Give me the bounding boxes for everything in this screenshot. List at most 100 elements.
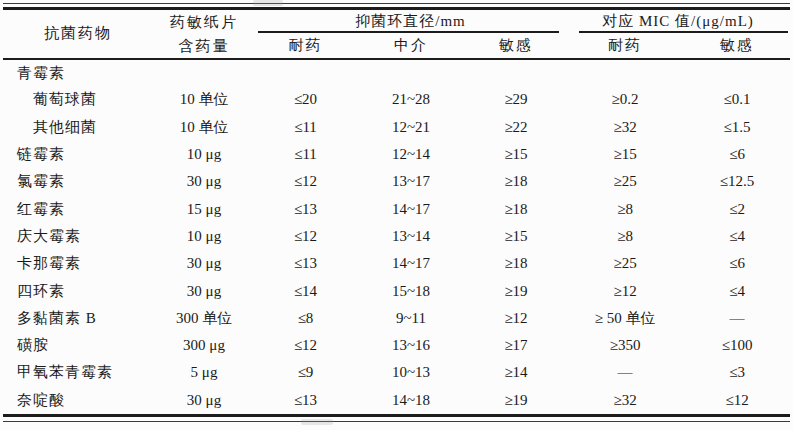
mic-resistant-cell: ≥ 50 单位 [566,305,684,332]
mic-sensitive-cell: ≤0.1 [684,86,790,113]
drug-name-cell: 磺胺 [3,332,153,359]
header-zone-sensitive: 敏感 [466,33,566,59]
header-mic-group: 对应 MIC 值/(μg/mL) [566,10,790,33]
drug-name-cell: 奈啶酸 [3,387,153,414]
disc-content-cell: 300 单位 [153,305,255,332]
zone-resistant-cell: ≤13 [255,250,356,277]
mic-sensitive-cell: ≤1.5 [684,114,790,141]
zone-intermediate-cell [356,59,466,86]
zone-intermediate-cell: 10~13 [356,359,466,386]
mic-sensitive-cell: ≤12.5 [684,168,790,195]
zone-intermediate-cell: 12~21 [356,114,466,141]
header-mic-sensitive: 敏感 [684,33,790,59]
zone-resistant-cell: ≤20 [255,86,356,113]
drug-name-cell: 庆大霉素 [3,223,153,250]
header-zone-resistant: 耐药 [255,33,356,59]
zone-intermediate-cell: 9~11 [356,305,466,332]
disc-content-cell: 30 μg [153,387,255,414]
header-zone-group: 抑菌环直径/mm [255,10,566,33]
zone-intermediate-cell: 14~18 [356,387,466,414]
table-row: 卡那霉素 30 μg ≤13 14~17 ≥18 ≥25 ≤6 [3,250,790,277]
zone-intermediate-cell: 21~28 [356,86,466,113]
mic-sensitive-cell: ≤6 [684,141,790,168]
disc-content-cell: 10 单位 [153,114,255,141]
table-row: 磺胺 300 μg ≤12 13~16 ≥17 ≥350 ≤100 [3,332,790,359]
mic-sensitive-cell: ≤12 [684,387,790,414]
zone-sensitive-cell: ≥19 [466,277,566,304]
header-zone-group-label: 抑菌环直径/mm [355,13,466,29]
mic-resistant-cell: ≥12 [566,277,684,304]
zone-intermediate-cell: 14~17 [356,195,466,222]
zone-group-underline [258,31,559,33]
zone-sensitive-cell: ≥14 [466,359,566,386]
drug-name-cell: 多黏菌素 B [3,305,153,332]
mic-sensitive-cell: ≤3 [684,359,790,386]
zone-resistant-cell: ≤12 [255,332,356,359]
antibiotic-susceptibility-table: 抗菌药物 药敏纸片 含药量 抑菌环直径/mm 对应 MIC 值/(μg/mL) … [3,10,790,414]
disc-content-cell: 10 单位 [153,86,255,113]
mic-sensitive-cell: — [684,305,790,332]
table-row: 葡萄球菌 10 单位 ≤20 21~28 ≥29 ≥0.2 ≤0.1 [3,86,790,113]
mic-resistant-cell: ≥8 [566,223,684,250]
table-row: 红霉素 15 μg ≤13 14~17 ≥18 ≥8 ≤2 [3,195,790,222]
zone-sensitive-cell: ≥15 [466,223,566,250]
table-bottom-thin-rule [3,421,790,422]
table-row: 庆大霉素 10 μg ≤12 13~14 ≥15 ≥8 ≤4 [3,223,790,250]
drug-name-cell: 四环素 [3,277,153,304]
drug-name-cell: 青霉素 [3,59,153,86]
mic-resistant-cell: ≥15 [566,141,684,168]
zone-sensitive-cell: ≥29 [466,86,566,113]
scanned-table-page: 抗菌药物 药敏纸片 含药量 抑菌环直径/mm 对应 MIC 值/(μg/mL) … [0,0,793,430]
zone-sensitive-cell: ≥12 [466,305,566,332]
mic-group-underline [579,31,788,33]
disc-content-cell: 30 μg [153,250,255,277]
header-row-groups: 抗菌药物 药敏纸片 含药量 抑菌环直径/mm 对应 MIC 值/(μg/mL) [3,10,790,33]
zone-sensitive-cell: ≥22 [466,114,566,141]
zone-resistant-cell [255,59,356,86]
disc-content-cell: 10 μg [153,223,255,250]
mic-resistant-cell: — [566,359,684,386]
table-row: 其他细菌 10 单位 ≤11 12~21 ≥22 ≥32 ≤1.5 [3,114,790,141]
table-bottom-thick-rule [3,414,790,417]
mic-resistant-cell: ≥25 [566,168,684,195]
table-header: 抗菌药物 药敏纸片 含药量 抑菌环直径/mm 对应 MIC 值/(μg/mL) … [3,10,790,59]
disc-content-cell: 10 μg [153,141,255,168]
table-row: 氯霉素 30 μg ≤12 13~17 ≥18 ≥25 ≤12.5 [3,168,790,195]
zone-intermediate-cell: 13~17 [356,168,466,195]
zone-resistant-cell: ≤11 [255,114,356,141]
table-row: 多黏菌素 B 300 单位 ≤8 9~11 ≥12 ≥ 50 单位 — [3,305,790,332]
header-mic-group-label: 对应 MIC 值/(μg/mL) [602,13,754,29]
zone-sensitive-cell: ≥18 [466,168,566,195]
drug-name-cell: 葡萄球菌 [3,86,153,113]
header-drug: 抗菌药物 [3,10,153,59]
scan-artifact [301,419,333,425]
table-body: 青霉素 葡萄球菌 10 单位 ≤20 21~28 ≥29 ≥0.2 ≤0.1 其… [3,59,790,414]
drug-name-cell: 红霉素 [3,195,153,222]
mic-sensitive-cell: ≤2 [684,195,790,222]
zone-sensitive-cell: ≥18 [466,250,566,277]
drug-name-cell: 氯霉素 [3,168,153,195]
zone-intermediate-cell: 13~16 [356,332,466,359]
mic-resistant-cell: ≥0.2 [566,86,684,113]
zone-resistant-cell: ≤13 [255,387,356,414]
disc-content-cell: 5 μg [153,359,255,386]
table-row: 四环素 30 μg ≤14 15~18 ≥19 ≥12 ≤4 [3,277,790,304]
mic-sensitive-cell: ≤6 [684,250,790,277]
drug-name-cell: 链霉素 [3,141,153,168]
zone-resistant-cell: ≤14 [255,277,356,304]
header-disc-content: 药敏纸片 含药量 [153,10,255,59]
zone-sensitive-cell: ≥18 [466,195,566,222]
zone-resistant-cell: ≤11 [255,141,356,168]
mic-resistant-cell: ≥350 [566,332,684,359]
zone-resistant-cell: ≤12 [255,223,356,250]
zone-sensitive-cell: ≥17 [466,332,566,359]
header-disc-line2: 含药量 [153,34,255,58]
table-row: 链霉素 10 μg ≤11 12~14 ≥15 ≥15 ≤6 [3,141,790,168]
mic-resistant-cell: ≥25 [566,250,684,277]
zone-sensitive-cell: ≥15 [466,141,566,168]
drug-name-cell: 甲氧苯青霉素 [3,359,153,386]
mic-resistant-cell: ≥32 [566,387,684,414]
zone-sensitive-cell: ≥19 [466,387,566,414]
zone-resistant-cell: ≤8 [255,305,356,332]
table-row: 甲氧苯青霉素 5 μg ≤9 10~13 ≥14 — ≤3 [3,359,790,386]
